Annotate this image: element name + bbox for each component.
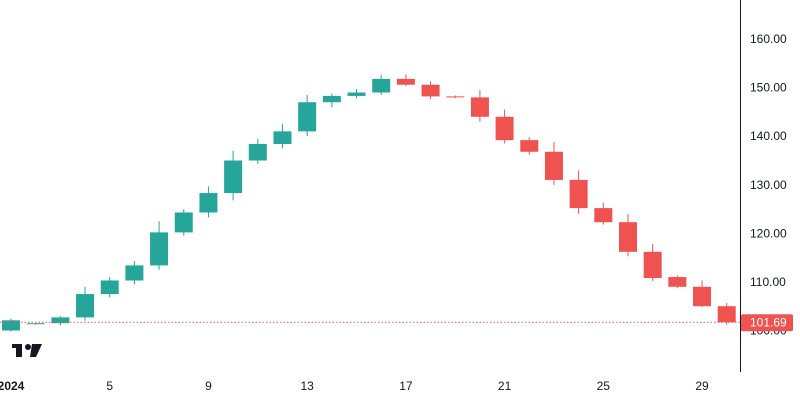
last-price-badge: 101.69 (741, 314, 793, 332)
candle-21[interactable] (495, 109, 514, 144)
candle-6[interactable] (125, 261, 144, 285)
candle-4[interactable] (76, 286, 95, 321)
candle-17[interactable] (396, 74, 415, 87)
price-axis[interactable]: 100.00110.00120.00130.00140.00150.00160.… (750, 32, 787, 337)
price-tick-label: 140.00 (750, 129, 787, 143)
candle-body (520, 140, 539, 152)
candle-10[interactable] (224, 150, 243, 201)
candle-29[interactable] (693, 280, 712, 308)
time-tick-label: 13 (300, 379, 314, 393)
candle-body (569, 179, 588, 209)
tradingview-logo-icon[interactable] (12, 344, 42, 357)
price-tick-label: 150.00 (750, 81, 787, 95)
candle-body (643, 251, 662, 279)
candle-18[interactable] (421, 81, 440, 99)
candle-body (693, 286, 712, 307)
candle-15[interactable] (347, 89, 366, 99)
candle-25[interactable] (594, 202, 613, 225)
candle-body (199, 193, 218, 213)
candle-body (594, 208, 613, 223)
candle-19[interactable] (446, 95, 465, 99)
candle-body (668, 277, 687, 287)
candle-20[interactable] (470, 90, 489, 122)
candle-14[interactable] (322, 93, 341, 108)
candle-body (51, 317, 70, 324)
candle-body (495, 116, 514, 141)
time-tick-label: 25 (597, 379, 611, 393)
candle-28[interactable] (668, 275, 687, 289)
candle-5[interactable] (100, 277, 119, 298)
candle-24[interactable] (569, 170, 588, 214)
candle-body (446, 96, 465, 98)
candle-body (224, 160, 243, 194)
price-tick-label: 160.00 (750, 32, 787, 46)
time-tick-label: 2024 (0, 379, 25, 393)
candle-body (150, 232, 169, 266)
price-tick-label: 130.00 (750, 178, 787, 192)
candle-13[interactable] (298, 94, 317, 137)
price-tick-label: 110.00 (750, 275, 786, 289)
candle-body (372, 78, 391, 93)
candle-2[interactable] (26, 322, 45, 325)
candle-body (248, 143, 267, 161)
candle-30[interactable] (717, 302, 736, 325)
candle-body (396, 78, 415, 85)
time-tick-label: 5 (106, 379, 113, 393)
candle-16[interactable] (372, 74, 391, 95)
candle-body (298, 102, 317, 132)
candle-22[interactable] (520, 137, 539, 155)
price-tick-label: 120.00 (750, 226, 787, 240)
time-tick-label: 29 (695, 379, 709, 393)
time-tick-label: 21 (498, 379, 512, 393)
candle-body (125, 265, 144, 281)
candle-1[interactable] (2, 318, 20, 332)
time-tick-label: 9 (205, 379, 212, 393)
last-price-badge-bg (741, 314, 793, 332)
last-price-label: 101.69 (750, 315, 787, 329)
time-tick-label: 17 (399, 379, 413, 393)
candle-23[interactable] (544, 142, 563, 185)
candle-body (174, 212, 193, 233)
candle-body (470, 97, 489, 117)
candle-26[interactable] (619, 213, 637, 257)
candle-body (100, 280, 119, 295)
candle-body (717, 306, 736, 323)
candle-11[interactable] (248, 138, 267, 164)
candle-body (273, 131, 292, 144)
candle-9[interactable] (199, 186, 218, 218)
candle-12[interactable] (273, 124, 292, 149)
candle-body (347, 92, 366, 96)
candle-body (544, 151, 563, 180)
candle-3[interactable] (51, 315, 70, 326)
candle-7[interactable] (150, 221, 169, 270)
time-axis[interactable]: 2024 5 9 13 17 21 25 29 (0, 379, 709, 393)
candle-8[interactable] (174, 209, 193, 236)
candles-layer (2, 74, 736, 332)
candle-body (619, 222, 637, 252)
candle-body (26, 323, 45, 325)
candle-body (322, 95, 341, 103)
candle-body (2, 320, 20, 331)
candle-body (76, 294, 95, 318)
candle-body (421, 84, 440, 97)
candle-27[interactable] (643, 244, 662, 281)
